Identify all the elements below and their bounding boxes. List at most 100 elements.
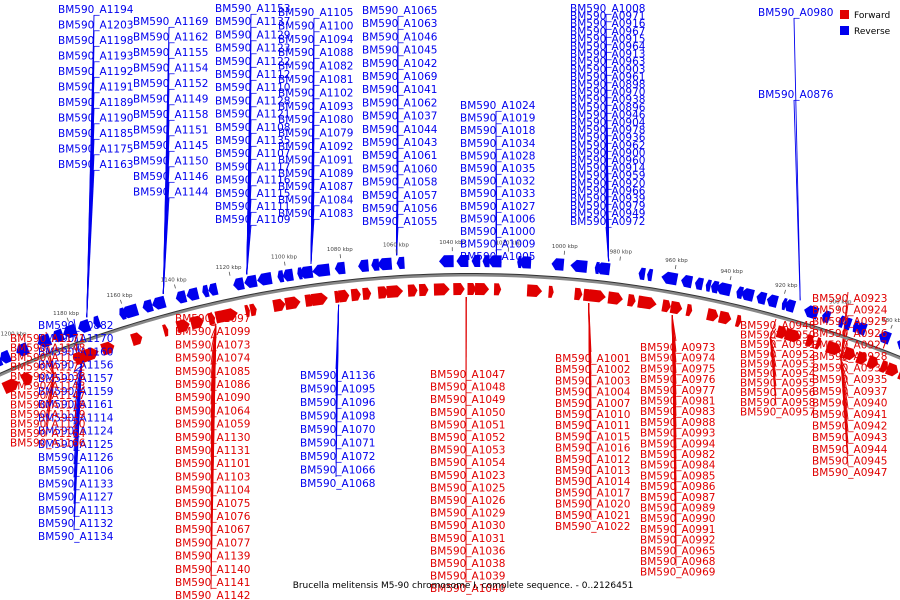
forward-gene-label: BM590_A1025 — [430, 482, 505, 494]
forward-gene-label: BM590_A1029 — [430, 508, 505, 520]
reverse-gene-label: BM590_A1081 — [278, 74, 353, 86]
label-connector — [210, 325, 217, 590]
reverse-gene-arrow — [456, 255, 469, 267]
forward-gene-arrow — [627, 294, 636, 307]
forward-gene-label: BM590_A1073 — [175, 339, 250, 351]
forward-gene-label: BM590_A0974 — [640, 353, 716, 365]
reverse-gene-label: BM590_A0967 — [570, 26, 645, 38]
reverse-gene-arrow — [78, 319, 92, 333]
reverse-gene-arrow — [312, 263, 331, 277]
forward-gene-label: BM590_A1142 — [175, 590, 250, 600]
reverse-gene-label: BM590_A1079 — [278, 128, 353, 140]
forward-gene-arrow — [734, 314, 742, 328]
reverse-gene-arrow — [570, 259, 588, 273]
forward-gene-arrow — [718, 310, 732, 325]
reverse-gene-arrow — [282, 268, 294, 282]
reverse-gene-label: BM590_A0961 — [570, 71, 645, 83]
reverse-gene-label: BM590_A1046 — [362, 31, 438, 43]
reverse-gene-arrow — [471, 255, 481, 267]
forward-gene-label: BM590_A1030 — [430, 520, 505, 532]
forward-gene-arrow — [272, 298, 286, 312]
reverse-gene-label: BM590_A0970 — [570, 87, 645, 99]
reverse-gene-label: BM590_A1041 — [362, 84, 437, 96]
reverse-gene-label: BM590_A1155 — [133, 47, 208, 59]
forward-gene-arrow — [338, 289, 350, 303]
forward-gene-label: BM590_A1026 — [430, 495, 506, 507]
reverse-gene-arrow — [277, 270, 285, 283]
label-connector — [840, 359, 849, 374]
reverse-gene-label: BM590_A1042 — [362, 58, 437, 70]
forward-gene-label: BM590_A1015 — [555, 431, 630, 443]
forward-gene-arrow — [100, 341, 115, 356]
reverse-gene-label: BM590_A1000 — [460, 226, 535, 238]
forward-gene-label: BM590_A1049 — [430, 394, 505, 406]
reverse-gene-label: BM590_A1189 — [58, 97, 133, 109]
reverse-gene-arrow — [358, 259, 369, 272]
reverse-gene-arrow — [766, 294, 779, 308]
forward-gene-label: BM590_A0955 — [740, 378, 815, 390]
forward-gene-label: BM590_A1097 — [175, 313, 250, 325]
label-connector — [671, 315, 677, 566]
label-connector — [45, 360, 55, 377]
forward-gene-arrow — [897, 371, 900, 380]
kbp-tick-label: 940 kbp — [720, 269, 743, 275]
reverse-gene-label: BM590_A1084 — [278, 195, 354, 207]
forward-gene-label: BM590_A1143 — [10, 381, 85, 393]
forward-gene-label: BM590_A1124 — [38, 426, 114, 438]
forward-gene-arrow — [804, 334, 814, 347]
reverse-gene-label: BM590_A1058 — [362, 177, 437, 189]
reverse-gene-label: BM590_A0938 — [570, 94, 645, 106]
forward-gene-label: BM590_A0984 — [640, 460, 716, 472]
forward-gene-label: BM590_A1131 — [175, 445, 250, 457]
forward-gene-label: BM590_A1132 — [38, 518, 113, 530]
reverse-gene-label: BM590_A0980 — [758, 7, 833, 19]
reverse-gene-label: BM590_A1109 — [215, 214, 290, 226]
reverse-gene-arrow — [152, 295, 167, 310]
forward-gene-label: BM590_A1133 — [38, 478, 113, 490]
legend-forward-swatch — [840, 10, 849, 19]
forward-gene-label: BM590_A1170 — [38, 333, 113, 345]
forward-gene-arrow — [453, 283, 465, 296]
reverse-gene-label: BM590_A1137 — [215, 16, 290, 28]
forward-gene-label: BM590_A1002 — [555, 364, 630, 376]
reverse-gene-label: BM590_A1162 — [133, 32, 208, 44]
gene-labels: BM590_A1194BM590_A1203BM590_A1198BM590_A… — [10, 3, 888, 600]
chromosome-backbone-edge — [0, 273, 900, 374]
forward-gene-arrow — [418, 283, 429, 297]
reverse-gene-arrow — [299, 265, 314, 279]
forward-gene-label: BM590_A0924 — [812, 305, 888, 317]
forward-gene-label: BM590_A1039 — [430, 571, 505, 583]
forward-gene-label: BM590_A0968 — [640, 556, 715, 568]
label-connector — [396, 227, 399, 256]
forward-gene-label: BM590_A1054 — [430, 457, 506, 469]
forward-gene-label: BM590_A1071 — [300, 438, 375, 450]
reverse-gene-label: BM590_A0903 — [570, 64, 645, 76]
forward-gene-label: BM590_A1104 — [175, 485, 251, 497]
kbp-tick-label: 880 kbp — [882, 318, 900, 324]
forward-gene-label: BM590_A0942 — [812, 421, 887, 433]
reverse-gene-label: BM590_A1144 — [133, 187, 209, 199]
forward-gene-label: BM590_A1022 — [555, 521, 630, 533]
forward-gene-label: BM590_A0989 — [640, 503, 715, 515]
legend-reverse-label: Reverse — [854, 27, 891, 37]
reverse-gene-label: BM590_A1009 — [460, 239, 535, 251]
forward-gene-label: BM590_A0954 — [740, 368, 816, 380]
forward-gene-label: BM590_A1139 — [175, 551, 250, 563]
chromosome-backbone — [0, 273, 900, 377]
kbp-tick-mark — [66, 317, 69, 322]
forward-gene-label: BM590_A0941 — [812, 409, 887, 421]
forward-gene-label: BM590_A1099 — [175, 326, 250, 338]
reverse-gene-label: BM590_A1102 — [278, 87, 353, 99]
forward-gene-arrow — [661, 299, 671, 313]
label-connector — [73, 365, 82, 531]
reverse-gene-label: BM590_A1043 — [362, 137, 437, 149]
label-connector — [840, 326, 849, 360]
reverse-gene-arrow — [16, 342, 30, 357]
forward-gene-label: BM590_A0945 — [812, 455, 887, 467]
forward-gene-label: BM590_A0952 — [740, 349, 815, 361]
forward-gene-label: BM590_A0928 — [812, 351, 887, 363]
forward-gene-arrow — [244, 304, 250, 318]
label-connector — [246, 225, 252, 275]
forward-gene-arrow — [855, 351, 867, 365]
kbp-tick-label: 960 kbp — [665, 258, 688, 264]
